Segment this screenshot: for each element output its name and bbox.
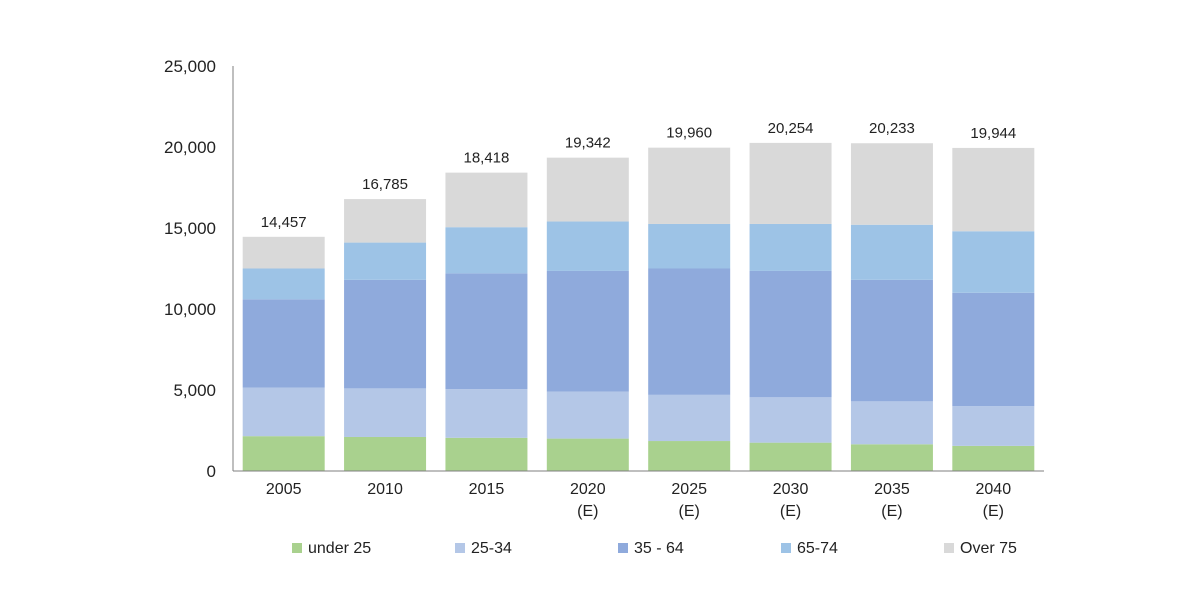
x-tick-label: 2020 [570, 481, 606, 498]
y-tick-label: 10,000 [164, 300, 216, 319]
bar-segment-8-series-5 [952, 147, 1035, 232]
total-label: 20,254 [768, 120, 814, 137]
bar-segment-6-series-2 [749, 397, 832, 443]
bar-segment-3-series-1 [445, 437, 528, 471]
bar-segment-4-series-1 [546, 438, 629, 471]
y-tick-label: 0 [207, 462, 216, 481]
bar-segment-8-series-2 [952, 406, 1035, 446]
y-tick-label: 20,000 [164, 138, 216, 157]
bar-segment-7-series-1 [850, 444, 933, 471]
x-tick-label: (E) [780, 503, 801, 520]
legend-swatch [781, 543, 791, 553]
total-label: 14,457 [261, 214, 307, 231]
legend: under 25 25-34 35 - 64 65-74 Over 75 [292, 540, 1017, 557]
bar-segment-5-series-1 [648, 441, 731, 471]
bar-segment-2-series-4 [344, 242, 427, 280]
bar-segment-7-series-4 [850, 224, 933, 280]
bar-segment-3-series-3 [445, 273, 528, 390]
total-label: 19,944 [970, 125, 1016, 142]
x-tick-label: 2010 [367, 481, 403, 498]
bar-segment-7-series-3 [850, 279, 933, 402]
bar-segment-1-series-1 [242, 436, 325, 471]
bar-segment-4-series-2 [546, 391, 629, 439]
total-label: 18,418 [463, 150, 509, 167]
legend-label: 25-34 [471, 540, 512, 557]
bar-segment-8-series-1 [952, 445, 1035, 471]
bar-segment-1-series-2 [242, 387, 325, 437]
bar-segment-6-series-5 [749, 142, 832, 224]
x-tick-label: 2025 [671, 481, 707, 498]
x-tick-label: 2005 [266, 481, 302, 498]
y-tick-label: 25,000 [164, 57, 216, 76]
axes-layer: 0 5,000 10,000 15,000 20,000 25,000 [164, 57, 1044, 481]
y-tick-label: 5,000 [173, 381, 216, 400]
bar-segment-3-series-5 [445, 172, 528, 228]
bar-segment-2-series-2 [344, 388, 427, 437]
bar-segment-4-series-4 [546, 221, 629, 271]
bar-segment-5-series-2 [648, 394, 731, 442]
bar-segment-5-series-3 [648, 268, 731, 395]
legend-label: under 25 [308, 540, 371, 557]
bar-segment-7-series-2 [850, 401, 933, 445]
bar-segment-2-series-1 [344, 436, 427, 471]
y-tick-label: 15,000 [164, 219, 216, 238]
x-tick-label: (E) [881, 503, 902, 520]
legend-label: 65-74 [797, 540, 838, 557]
bar-segment-8-series-4 [952, 231, 1035, 293]
total-label: 16,785 [362, 176, 408, 193]
labels-layer: 14,457 2005 16,785 2010 18,418 2015 19,342 2020… [261, 120, 1017, 520]
bar-segment-2-series-5 [344, 199, 427, 243]
legend-swatch [292, 543, 302, 553]
x-tick-label: 2035 [874, 481, 910, 498]
bar-segment-1-series-4 [242, 268, 325, 300]
bar-segment-7-series-5 [850, 143, 933, 225]
bar-segment-3-series-2 [445, 389, 528, 438]
legend-swatch [618, 543, 628, 553]
total-label: 20,233 [869, 120, 915, 137]
bar-segment-4-series-5 [546, 157, 629, 222]
total-label: 19,342 [565, 135, 611, 152]
bars-layer [242, 142, 1035, 471]
bar-segment-6-series-3 [749, 270, 832, 398]
bar-segment-1-series-3 [242, 299, 325, 388]
bar-segment-6-series-4 [749, 223, 832, 271]
x-tick-label: (E) [983, 503, 1004, 520]
bar-segment-2-series-3 [344, 279, 427, 389]
x-tick-label: 2040 [976, 481, 1012, 498]
legend-label: 35 - 64 [634, 540, 684, 557]
legend-swatch [944, 543, 954, 553]
legend-label: Over 75 [960, 540, 1017, 557]
bar-segment-5-series-5 [648, 147, 731, 224]
x-tick-label: (E) [577, 503, 598, 520]
x-tick-label: (E) [679, 503, 700, 520]
legend-swatch [455, 543, 465, 553]
bar-segment-1-series-5 [242, 236, 325, 269]
x-tick-label: 2015 [469, 481, 505, 498]
bar-segment-5-series-4 [648, 223, 731, 269]
bar-segment-6-series-1 [749, 442, 832, 471]
total-label: 19,960 [666, 125, 712, 142]
x-tick-label: 2030 [773, 481, 809, 498]
bar-segment-4-series-3 [546, 270, 629, 392]
bar-segment-8-series-3 [952, 292, 1035, 407]
bar-segment-3-series-4 [445, 227, 528, 274]
